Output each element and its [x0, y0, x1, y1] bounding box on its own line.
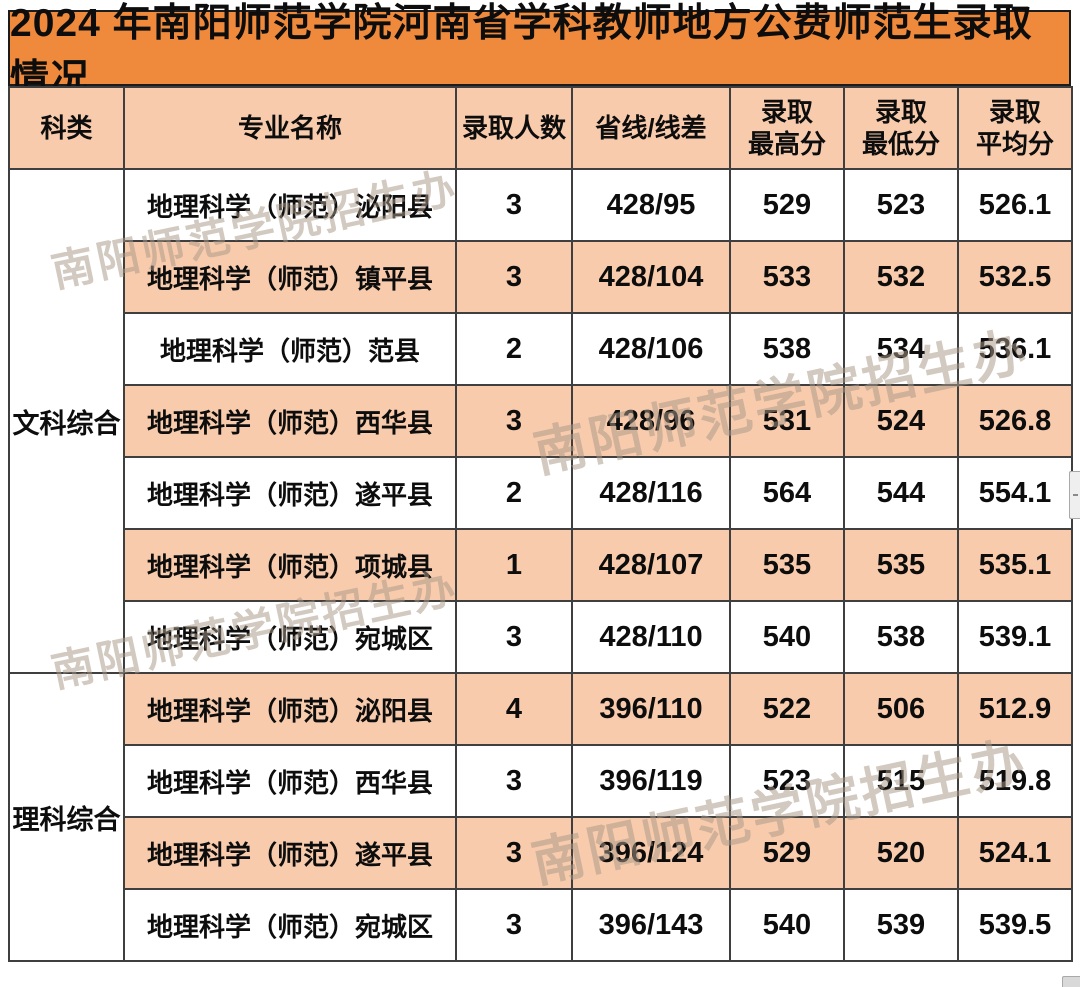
- major-cell: 地理科学（师范）泌阳县: [123, 168, 457, 242]
- max-score-cell: 538: [729, 312, 845, 386]
- header-max-score-line2: 最高分: [747, 129, 826, 159]
- province-line-cell: 428/95: [571, 168, 731, 242]
- province-line-cell: 396/110: [571, 672, 731, 746]
- scroll-tab-handle-icon: [1072, 494, 1078, 496]
- max-score-cell: 522: [729, 672, 845, 746]
- table-row: 地理科学（师范）宛城区 3 396/143 540 539 539.5: [9, 888, 1073, 962]
- header-max-score: 录取 最高分: [729, 86, 845, 170]
- table-row: 文科综合 地理科学（师范）泌阳县 3 428/95 529 523 526.1: [8, 168, 1073, 674]
- province-line-cell: 428/110: [571, 600, 731, 674]
- major-cell: 地理科学（师范）镇平县: [123, 240, 457, 314]
- header-min-score: 录取 最低分: [843, 86, 959, 170]
- header-min-score-line1: 录取: [874, 96, 927, 127]
- major-cell: 地理科学（师范）遂平县: [123, 816, 457, 890]
- avg-score-cell: 539.5: [957, 888, 1073, 962]
- min-score-cell: 535: [843, 528, 959, 602]
- min-score-cell: 544: [843, 456, 959, 530]
- max-score-cell: 564: [729, 456, 845, 530]
- admission-table: 科类 专业名称 录取人数 省线/线差 录取 最高分 录取 最低分 录取 平均分: [8, 86, 1073, 962]
- major-cell: 地理科学（师范）西华县: [123, 384, 457, 458]
- count-cell: 1: [455, 528, 573, 602]
- major-cell: 地理科学（师范）范县: [123, 312, 457, 386]
- count-cell: 3: [455, 816, 573, 890]
- avg-score-cell: 535.1: [957, 528, 1073, 602]
- major-cell: 地理科学（师范）泌阳县: [123, 672, 457, 746]
- category-cell: 文科综合: [8, 168, 125, 674]
- province-line-cell: 428/96: [571, 384, 731, 458]
- table-row: 地理科学（师范）遂平县 2 428/116 564 544 554.1: [9, 456, 1073, 530]
- table-row: 理科综合 地理科学（师范）泌阳县 4 396/110 522 506 512.9: [8, 672, 1073, 962]
- table-row: 地理科学（师范）西华县 3 428/96 531 524 526.8: [9, 384, 1073, 458]
- count-cell: 4: [455, 672, 573, 746]
- max-score-cell: 540: [729, 600, 845, 674]
- province-line-cell: 396/124: [571, 816, 731, 890]
- header-province-line: 省线/线差: [571, 86, 731, 170]
- table-row: 地理科学（师范）宛城区 3 428/110 540 538 539.1: [9, 600, 1073, 674]
- max-score-cell: 529: [729, 816, 845, 890]
- min-score-cell: 538: [843, 600, 959, 674]
- count-cell: 3: [455, 600, 573, 674]
- max-score-cell: 523: [729, 744, 845, 818]
- avg-score-cell: 532.5: [957, 240, 1073, 314]
- min-score-cell: 534: [843, 312, 959, 386]
- table-row: 地理科学（师范）镇平县 3 428/104 533 532 532.5: [9, 240, 1073, 314]
- page-title: 2024 年南阳师范学院河南省学科教师地方公费师范生录取情况: [8, 2, 1071, 101]
- min-score-cell: 523: [843, 168, 959, 242]
- province-line-cell: 428/106: [571, 312, 731, 386]
- major-cell: 地理科学（师范）西华县: [123, 744, 457, 818]
- max-score-cell: 529: [729, 168, 845, 242]
- count-cell: 3: [455, 240, 573, 314]
- major-cell: 地理科学（师范）项城县: [123, 528, 457, 602]
- table-row: 地理科学（师范）项城县 1 428/107 535 535 535.1: [9, 528, 1073, 602]
- table-row: 地理科学（师范）西华县 3 396/119 523 515 519.8: [9, 744, 1073, 818]
- scroll-tab[interactable]: [1069, 471, 1080, 519]
- major-cell: 地理科学（师范）宛城区: [123, 888, 457, 962]
- province-line-cell: 396/119: [571, 744, 731, 818]
- header-avg-score: 录取 平均分: [957, 86, 1073, 170]
- count-cell: 3: [455, 744, 573, 818]
- header-avg-score-line1: 录取: [988, 96, 1041, 127]
- avg-score-cell: 526.8: [957, 384, 1073, 458]
- min-score-cell: 539: [843, 888, 959, 962]
- max-score-cell: 531: [729, 384, 845, 458]
- category-cell: 理科综合: [8, 672, 125, 962]
- header-category: 科类: [8, 86, 125, 170]
- avg-score-cell: 524.1: [957, 816, 1073, 890]
- min-score-cell: 506: [843, 672, 959, 746]
- max-score-cell: 540: [729, 888, 845, 962]
- major-cell: 地理科学（师范）宛城区: [123, 600, 457, 674]
- avg-score-cell: 539.1: [957, 600, 1073, 674]
- avg-score-cell: 519.8: [957, 744, 1073, 818]
- province-line-cell: 428/107: [571, 528, 731, 602]
- header-major: 专业名称: [123, 86, 457, 170]
- table-row: 地理科学（师范）遂平县 3 396/124 529 520 524.1: [9, 816, 1073, 890]
- avg-score-cell: 536.1: [957, 312, 1073, 386]
- scrollbar-corner: [1062, 976, 1080, 987]
- count-cell: 3: [455, 384, 573, 458]
- table-row: 地理科学（师范）范县 2 428/106 538 534 536.1: [9, 312, 1073, 386]
- count-cell: 3: [455, 888, 573, 962]
- max-score-cell: 533: [729, 240, 845, 314]
- min-score-cell: 520: [843, 816, 959, 890]
- header-avg-score-line2: 平均分: [975, 129, 1054, 159]
- min-score-cell: 524: [843, 384, 959, 458]
- header-min-score-line2: 最低分: [861, 129, 940, 159]
- province-line-cell: 396/143: [571, 888, 731, 962]
- avg-score-cell: 526.1: [957, 168, 1073, 242]
- avg-score-cell: 512.9: [957, 672, 1073, 746]
- header-max-score-line1: 录取: [760, 96, 813, 127]
- table-header-row: 科类 专业名称 录取人数 省线/线差 录取 最高分 录取 最低分 录取 平均分: [8, 86, 1073, 170]
- header-count: 录取人数: [455, 86, 573, 170]
- count-cell: 2: [455, 312, 573, 386]
- count-cell: 3: [455, 168, 573, 242]
- major-cell: 地理科学（师范）遂平县: [123, 456, 457, 530]
- min-score-cell: 515: [843, 744, 959, 818]
- max-score-cell: 535: [729, 528, 845, 602]
- count-cell: 2: [455, 456, 573, 530]
- province-line-cell: 428/116: [571, 456, 731, 530]
- min-score-cell: 532: [843, 240, 959, 314]
- avg-score-cell: 554.1: [957, 456, 1073, 530]
- province-line-cell: 428/104: [571, 240, 731, 314]
